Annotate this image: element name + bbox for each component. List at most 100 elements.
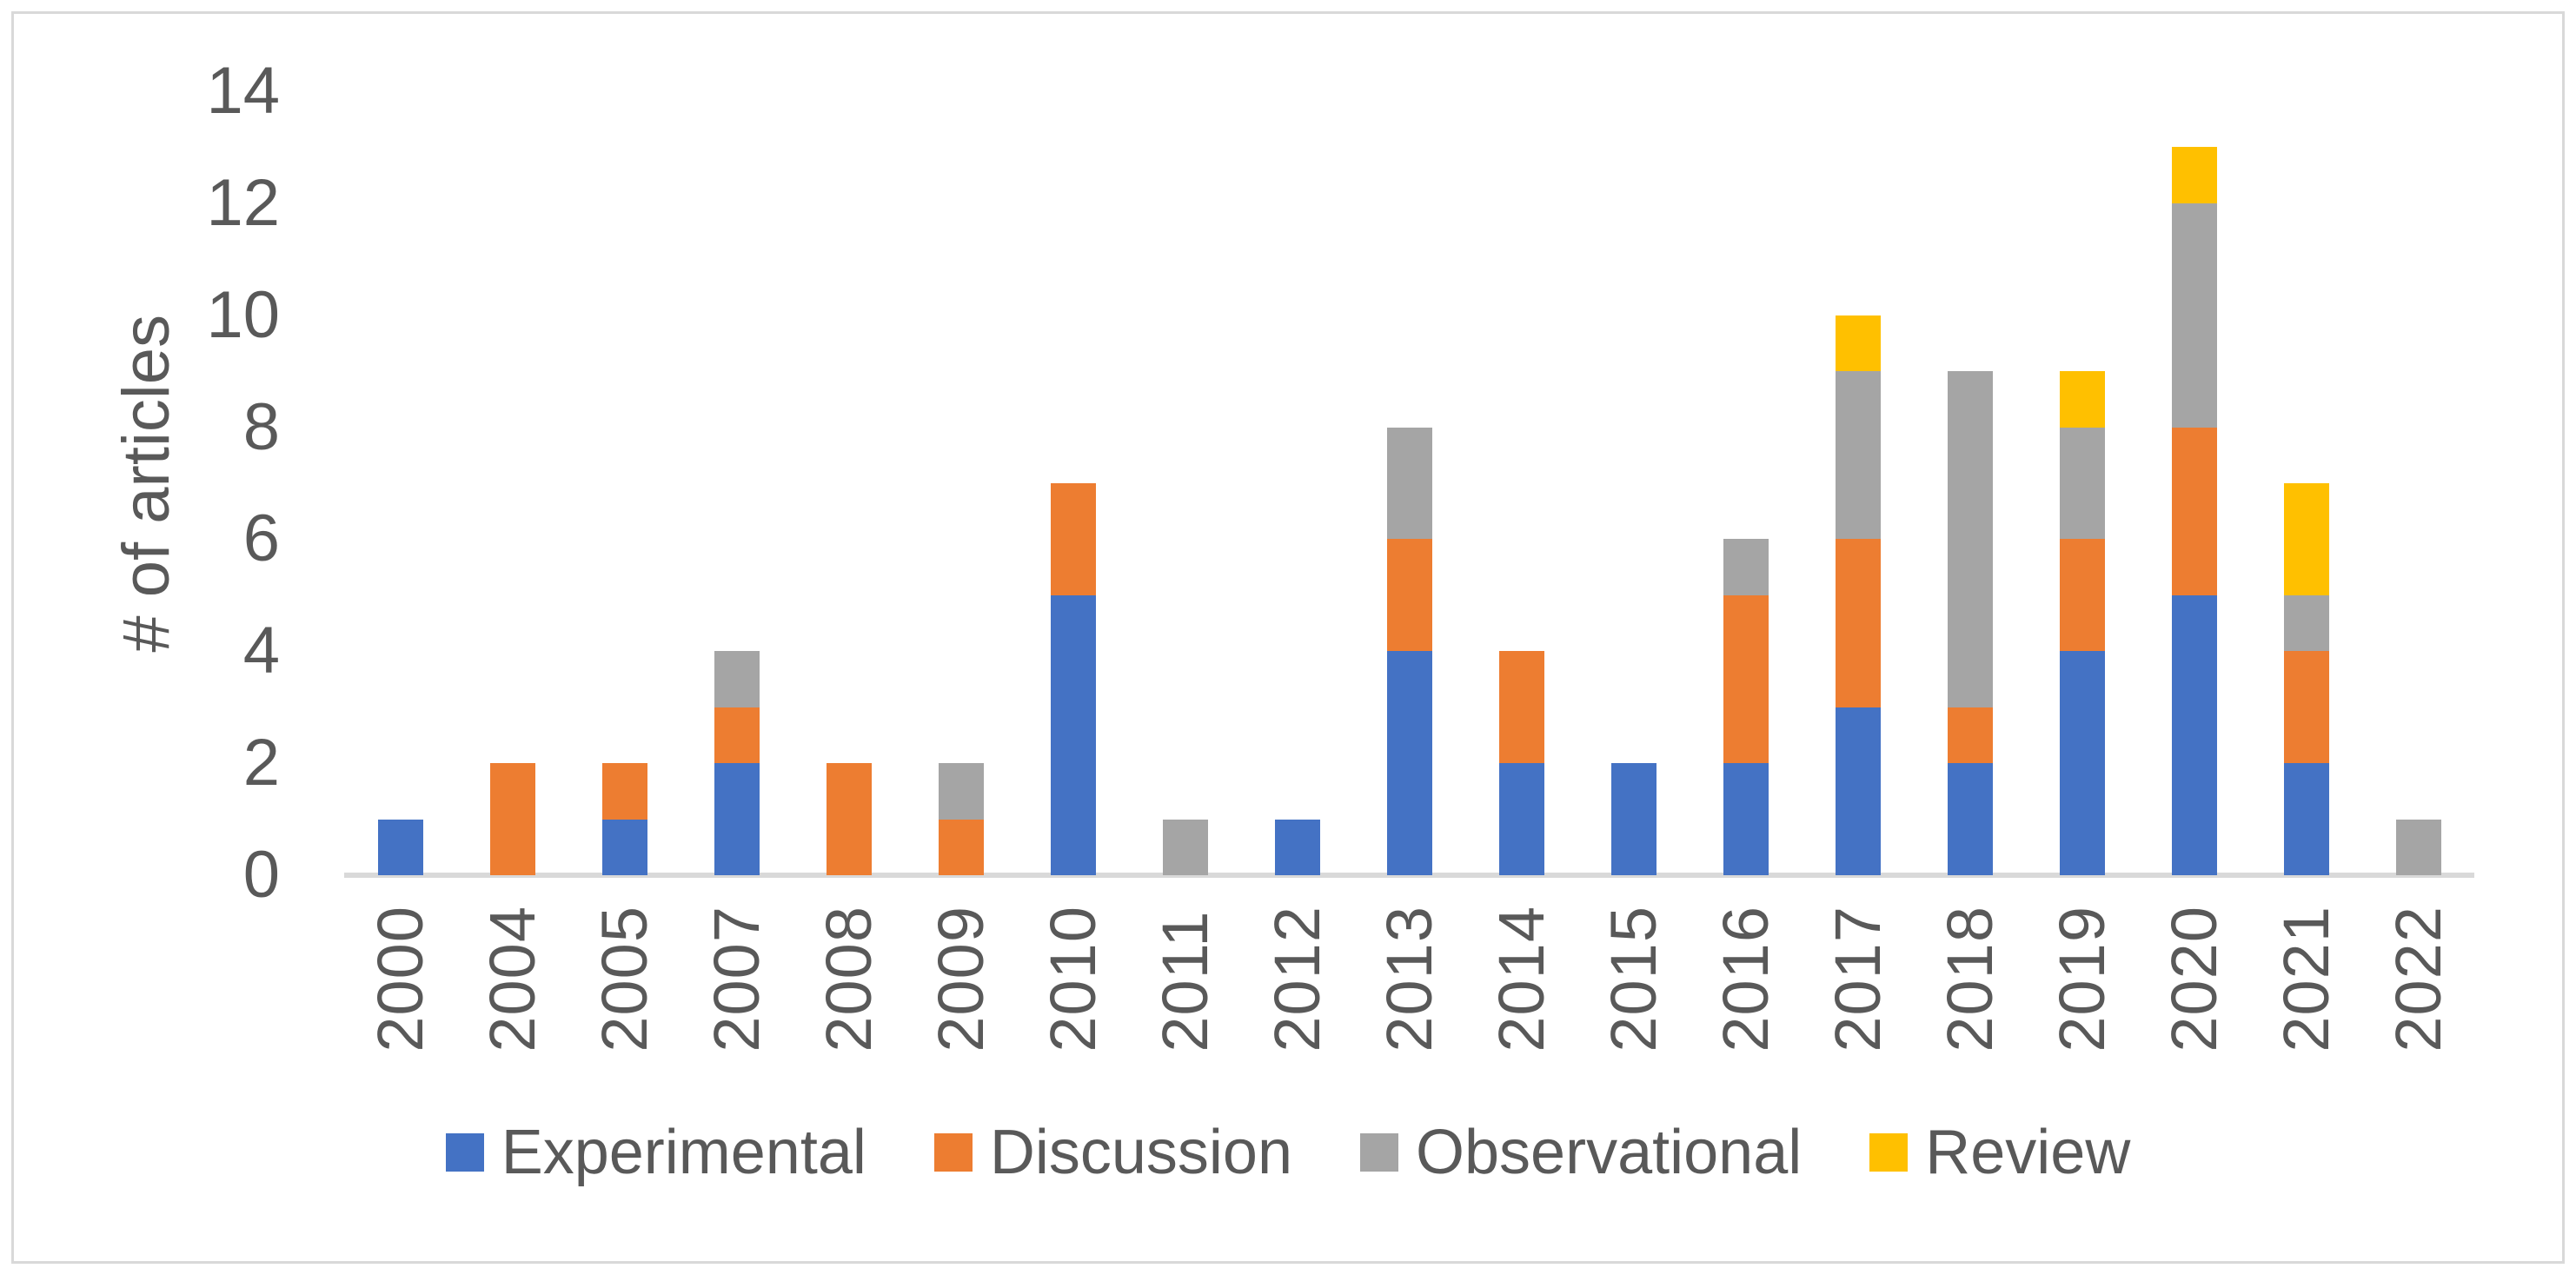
x-label-cell: 2019 <box>2026 906 2138 1053</box>
legend-label: Discussion <box>989 1118 1292 1187</box>
bar-stack-2000 <box>377 819 423 875</box>
x-label-cell: 2012 <box>1241 906 1353 1053</box>
x-tick-label: 2014 <box>1484 906 1557 1053</box>
bar-segment-discussion <box>489 763 535 875</box>
bar-segment-discussion <box>1835 539 1881 707</box>
bar-stack-2019 <box>2059 371 2105 875</box>
legend: Experimental Discussion Observational Revie… <box>0 1112 2576 1192</box>
x-tick-label: 2008 <box>812 906 885 1053</box>
x-tick-label: 2013 <box>1372 906 1445 1053</box>
y-tick-label: 2 <box>242 726 280 800</box>
bar-segment-experimental <box>1498 763 1544 875</box>
bar-segment-observational <box>1723 539 1769 595</box>
bar-segment-experimental <box>2283 763 2329 875</box>
x-tick-label: 2010 <box>1036 906 1109 1053</box>
bar-segment-observational <box>714 651 760 707</box>
bar-segment-experimental <box>377 819 423 875</box>
bar-segment-discussion <box>2059 539 2105 652</box>
bar-segment-experimental <box>2059 651 2105 875</box>
bar-segment-discussion <box>601 763 647 820</box>
bar-column-2022 <box>2362 91 2474 875</box>
bar-segment-experimental <box>1610 763 1656 875</box>
bar-stack-2014 <box>1498 651 1544 875</box>
x-label-cell: 2004 <box>456 906 568 1053</box>
bar-segment-review <box>2283 483 2329 595</box>
bar-stack-2013 <box>1386 427 1432 875</box>
bar-segment-observational <box>1947 371 1993 707</box>
bar-segment-experimental <box>2171 594 2217 875</box>
bar-stack-2005 <box>601 763 647 875</box>
x-tick-label: 2005 <box>588 906 661 1053</box>
x-tick-label: 2009 <box>924 906 997 1053</box>
bar-stack-2016 <box>1723 539 1769 875</box>
legend-item-observational: Observational <box>1360 1121 1802 1184</box>
legend-label: Observational <box>1416 1118 1803 1187</box>
bar-segment-experimental <box>1050 594 1096 875</box>
x-label-cell: 2010 <box>1017 906 1129 1053</box>
y-tick-label: 0 <box>242 838 280 912</box>
bar-segment-discussion <box>826 763 872 875</box>
bar-stack-2017 <box>1835 315 1881 875</box>
bar-stack-2020 <box>2171 147 2217 875</box>
x-tick-label: 2016 <box>1709 906 1782 1053</box>
bar-stack-2021 <box>2283 483 2329 875</box>
legend-marker-discussion <box>933 1133 973 1172</box>
x-tick-label: 2000 <box>363 906 436 1053</box>
bar-segment-experimental <box>1386 651 1432 875</box>
bar-segment-experimental <box>1947 763 1993 875</box>
x-tick-label: 2018 <box>1933 906 2006 1053</box>
legend-label: Experimental <box>501 1118 866 1187</box>
bar-stack-2018 <box>1947 371 1993 875</box>
y-tick-label: 8 <box>242 389 280 464</box>
bar-segment-observational <box>1162 819 1208 875</box>
bar-segment-review <box>2059 371 2105 428</box>
bar-column-2018 <box>1914 91 2026 875</box>
bar-column-2010 <box>1017 91 1129 875</box>
bar-segment-observational <box>1386 427 1432 540</box>
bar-column-2020 <box>2138 91 2250 875</box>
bar-column-2015 <box>1577 91 1690 875</box>
y-tick-label: 12 <box>206 165 280 240</box>
bar-column-2005 <box>568 91 681 875</box>
legend-marker-experimental <box>445 1133 484 1172</box>
x-tick-label: 2022 <box>2381 906 2454 1053</box>
bar-column-2011 <box>1129 91 1241 875</box>
x-label-cell: 2011 <box>1129 906 1241 1052</box>
bar-segment-discussion <box>1947 707 1993 764</box>
bar-column-2013 <box>1353 91 1465 875</box>
bar-column-2019 <box>2026 91 2138 875</box>
x-label-cell: 2008 <box>793 906 905 1053</box>
x-label-cell: 2021 <box>2250 906 2362 1053</box>
x-tick-label: 2019 <box>2045 906 2118 1053</box>
bar-stack-2011 <box>1162 819 1208 875</box>
legend-marker-review <box>1869 1133 1909 1172</box>
y-tick-label: 10 <box>206 277 280 352</box>
x-label-cell: 2007 <box>681 906 793 1053</box>
bar-segment-discussion <box>2171 427 2217 595</box>
bar-segment-experimental <box>1723 763 1769 875</box>
bar-column-2009 <box>905 91 1017 875</box>
x-tick-label: 2020 <box>2157 906 2230 1053</box>
bar-segment-discussion <box>1386 539 1432 652</box>
bar-column-2000 <box>344 91 456 875</box>
x-label-cell: 2000 <box>344 906 456 1053</box>
bar-segment-observational <box>2283 594 2329 652</box>
chart-border <box>11 11 2565 1264</box>
bar-segment-observational <box>2059 427 2105 540</box>
x-label-cell: 2020 <box>2138 906 2250 1053</box>
y-tick-label: 14 <box>206 54 280 128</box>
legend-label: Review <box>1925 1118 2131 1187</box>
x-tick-label: 2012 <box>1260 906 1333 1053</box>
bar-stack-2022 <box>2395 819 2441 875</box>
x-label-cell: 2022 <box>2362 906 2474 1053</box>
bar-segment-discussion <box>1050 483 1096 595</box>
legend-marker-observational <box>1360 1133 1398 1172</box>
x-axis-labels: 2000 2004 2005 2007 2008 2009 2010 2011 2012 2013… <box>344 906 2474 1053</box>
legend-item-experimental: Experimental <box>445 1118 866 1187</box>
x-tick-label: 2007 <box>700 906 773 1053</box>
bar-stack-2015 <box>1610 763 1656 875</box>
bar-segment-experimental <box>1274 819 1320 875</box>
x-tick-label: 2004 <box>475 906 548 1053</box>
bar-column-2004 <box>456 91 568 875</box>
